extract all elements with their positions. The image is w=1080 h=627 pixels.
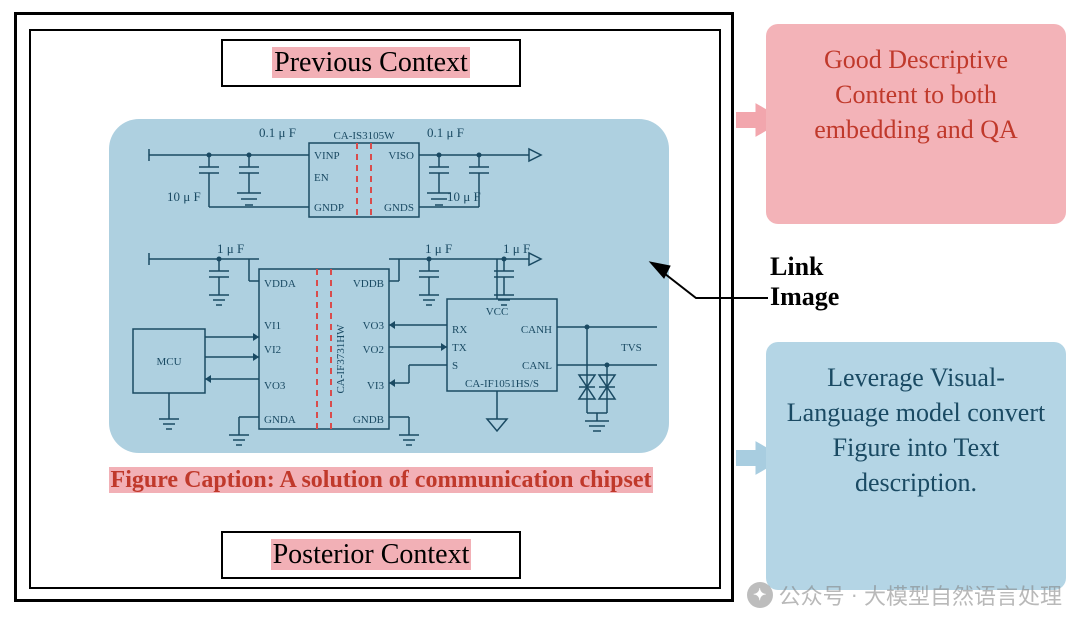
tvs-label: TVS xyxy=(621,342,642,354)
left-outer-frame: Previous Context .ln{stroke:#1a4a63;stro… xyxy=(14,12,734,602)
good-descriptive-box: Good Descriptive Content to both embeddi… xyxy=(766,24,1066,224)
circuit-svg: .ln{stroke:#1a4a63;stroke-width:1.5;fill… xyxy=(109,119,669,453)
svg-text:VI1: VI1 xyxy=(264,320,281,332)
cap-0.1u-left xyxy=(239,155,259,185)
svg-text:0.1 μ F: 0.1 μ F xyxy=(427,125,464,140)
svg-text:VISO: VISO xyxy=(388,150,414,162)
svg-text:VDDA: VDDA xyxy=(264,278,296,290)
link-image-label: Link Image xyxy=(770,252,839,312)
watermark-prefix: 公众号 xyxy=(779,579,845,611)
svg-text:GNDA: GNDA xyxy=(264,414,296,426)
svg-text:10 μ F: 10 μ F xyxy=(447,189,481,204)
svg-text:VO3: VO3 xyxy=(264,380,286,392)
mcu-label: MCU xyxy=(156,356,181,368)
chip-top-label: CA-IS3105W xyxy=(333,130,395,142)
previous-context-box: Previous Context xyxy=(221,39,521,87)
svg-text:GNDB: GNDB xyxy=(353,414,384,426)
svg-text:S: S xyxy=(452,360,458,372)
figure-caption: Figure Caption: A solution of communicat… xyxy=(65,467,697,494)
tvs-diodes xyxy=(579,327,615,431)
watermark: ✦ 公众号 · 大模型自然语言处理 xyxy=(747,579,1062,611)
svg-text:0.1 μ F: 0.1 μ F xyxy=(259,125,296,140)
svg-text:10 μ F: 10 μ F xyxy=(167,189,201,204)
svg-text:CANL: CANL xyxy=(522,360,552,372)
svg-text:RX: RX xyxy=(452,324,467,336)
svg-text:VI3: VI3 xyxy=(367,380,385,392)
posterior-context-label: Posterior Context xyxy=(271,539,472,570)
circuit-illustration: .ln{stroke:#1a4a63;stroke-width:1.5;fill… xyxy=(109,119,669,453)
svg-text:CANH: CANH xyxy=(521,324,552,336)
svg-text:VO2: VO2 xyxy=(363,344,384,356)
cap-10u-left xyxy=(199,155,219,207)
watermark-sep: · xyxy=(851,582,858,608)
svg-text:VCC: VCC xyxy=(486,306,509,318)
svg-text:GNDP: GNDP xyxy=(314,202,344,214)
svg-text:1 μ F: 1 μ F xyxy=(503,241,530,256)
chip-left-label: CA-IF3731HW xyxy=(335,324,347,394)
svg-text:GNDS: GNDS xyxy=(384,202,414,214)
svg-text:VO3: VO3 xyxy=(363,320,385,332)
watermark-name: 大模型自然语言处理 xyxy=(864,579,1062,611)
svg-text:VINP: VINP xyxy=(314,150,340,162)
previous-context-label: Previous Context xyxy=(272,47,470,78)
chip-right-label: CA-IF1051HS/S xyxy=(465,378,539,390)
wechat-icon: ✦ xyxy=(747,582,773,608)
svg-text:1 μ F: 1 μ F xyxy=(425,241,452,256)
svg-text:VDDB: VDDB xyxy=(353,278,384,290)
left-inner-frame: Previous Context .ln{stroke:#1a4a63;stro… xyxy=(29,29,721,589)
svg-text:VI2: VI2 xyxy=(264,344,281,356)
posterior-context-box: Posterior Context xyxy=(221,531,521,579)
svg-text:TX: TX xyxy=(452,342,467,354)
svg-text:1 μ F: 1 μ F xyxy=(217,241,244,256)
leverage-vlm-box: Leverage Visual-Language model convert F… xyxy=(766,342,1066,590)
svg-text:EN: EN xyxy=(314,172,329,184)
